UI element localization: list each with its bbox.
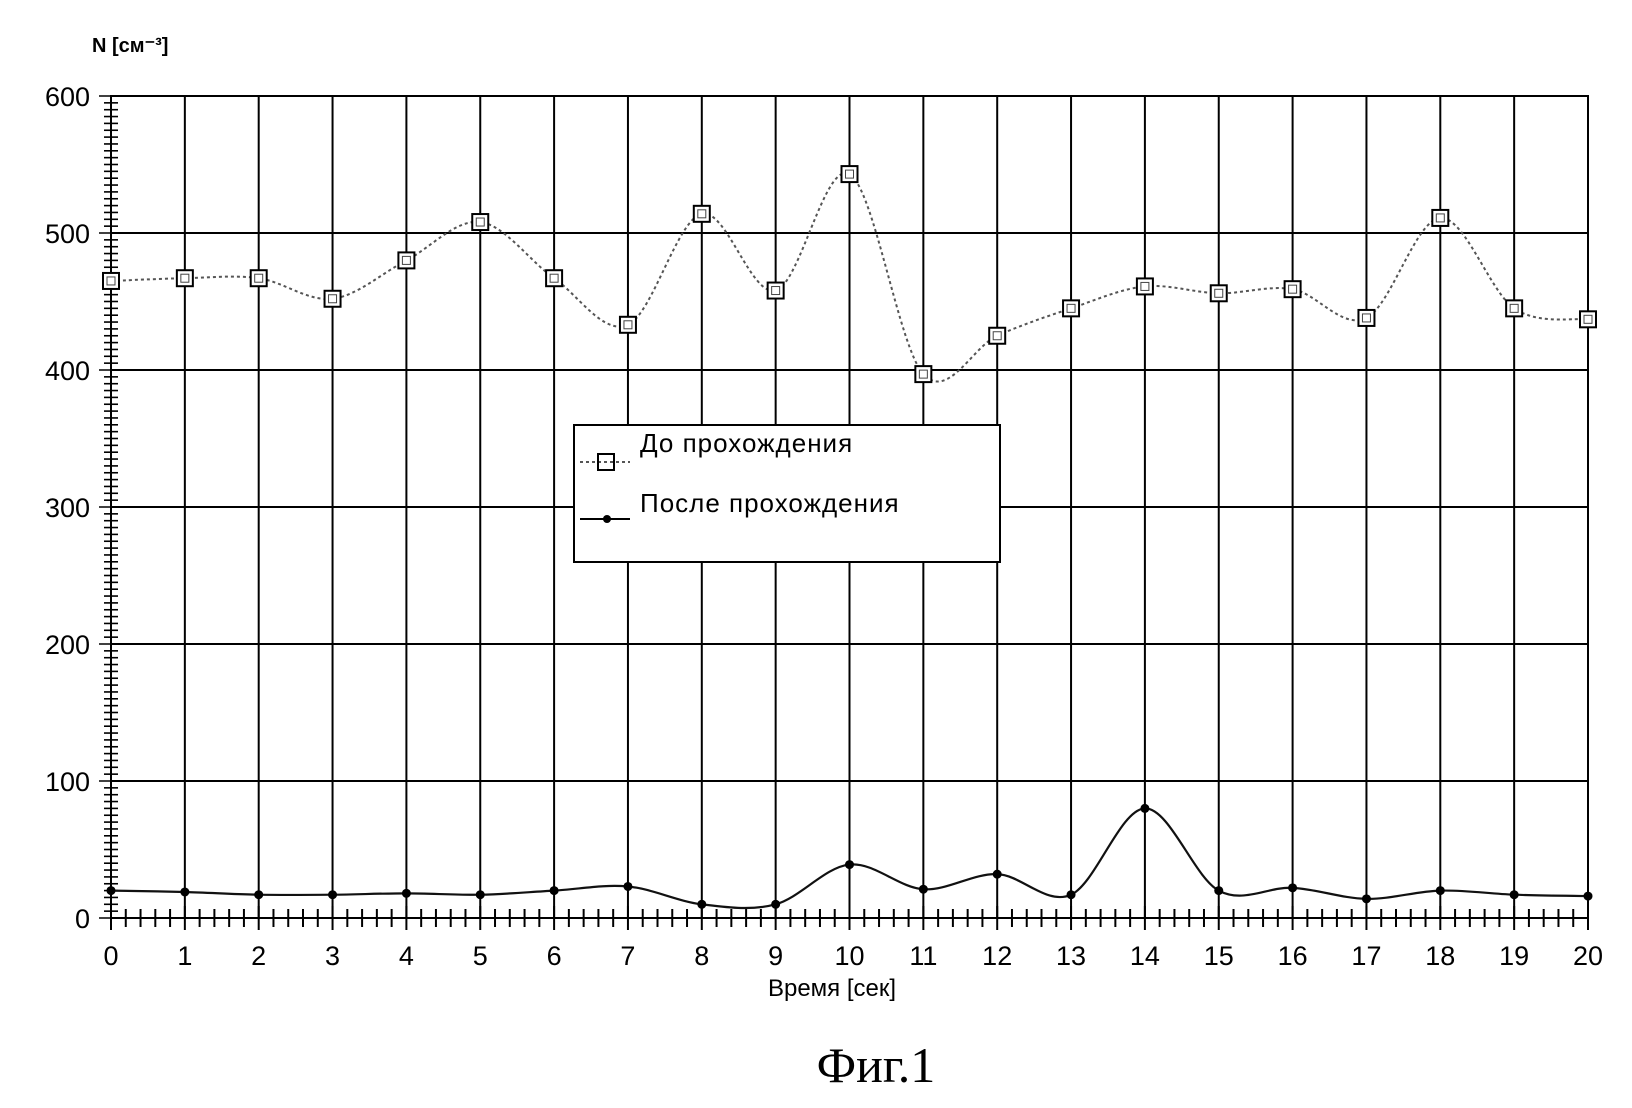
legend-label-after: После прохождения [640,488,900,518]
figure-caption: Фиг.1 [817,1037,936,1093]
point-before-19 [1506,300,1522,316]
x-tick-label-4: 4 [399,941,414,971]
x-tick-label-19: 19 [1499,941,1529,971]
point-after-8 [697,900,706,909]
point-after-3 [328,890,337,899]
point-after-2 [254,890,263,899]
x-tick-label-10: 10 [834,941,864,971]
x-tick-label-13: 13 [1056,941,1086,971]
point-before-17 [1358,310,1374,326]
y-axis-label: N [см⁻³] [92,35,168,57]
point-before-10 [842,166,858,182]
point-before-1 [177,270,193,286]
point-before-3 [325,291,341,307]
point-before-5 [472,214,488,230]
x-axis-label: Время [сек] [768,975,896,1002]
point-before-6 [546,270,562,286]
point-after-0 [107,886,116,895]
point-after-18 [1436,886,1445,895]
point-after-15 [1214,886,1223,895]
point-after-11 [919,885,928,894]
point-after-10 [845,860,854,869]
point-after-5 [476,890,485,899]
point-after-9 [771,900,780,909]
x-tick-label-12: 12 [982,941,1012,971]
y-tick-label-6: 600 [45,82,90,112]
point-before-8 [694,206,710,222]
x-tick-label-2: 2 [251,941,266,971]
x-tick-label-11: 11 [909,941,937,971]
point-before-9 [768,283,784,299]
point-before-12 [989,328,1005,344]
y-tick-label-0: 0 [75,904,90,934]
point-before-0 [103,273,119,289]
x-tick-label-14: 14 [1130,941,1160,971]
point-after-1 [180,887,189,896]
legend: До прохождения После прохождения [574,425,1000,562]
point-after-16 [1288,883,1297,892]
point-after-13 [1067,890,1076,899]
x-tick-label-9: 9 [768,941,783,971]
x-tick-label-1: 1 [177,941,192,971]
point-before-7 [620,317,636,333]
x-tick-label-20: 20 [1573,941,1603,971]
point-before-14 [1137,278,1153,294]
point-after-12 [993,870,1002,879]
point-after-4 [402,889,411,898]
y-tick-label-2: 200 [45,630,90,660]
x-tick-label-18: 18 [1425,941,1455,971]
point-before-4 [398,252,414,268]
x-tick-label-0: 0 [103,941,118,971]
point-after-7 [623,882,632,891]
x-tick-label-17: 17 [1351,941,1381,971]
x-tick-label-3: 3 [325,941,340,971]
y-tick-label-4: 400 [45,356,90,386]
point-after-14 [1140,804,1149,813]
legend-label-before: До прохождения [640,428,853,458]
y-tick-label-5: 500 [45,219,90,249]
x-tick-label-7: 7 [620,941,635,971]
point-after-19 [1510,890,1519,899]
point-before-18 [1432,210,1448,226]
point-after-6 [550,886,559,895]
point-before-13 [1063,300,1079,316]
y-tick-label-1: 100 [45,767,90,797]
x-tick-label-16: 16 [1278,941,1308,971]
point-after-17 [1362,894,1371,903]
point-before-20 [1580,311,1596,327]
y-tick-label-3: 300 [45,493,90,523]
x-tick-label-5: 5 [473,941,488,971]
y-tick-labels: 0 100 200 300 400 500 600 [45,82,90,934]
point-before-2 [251,270,267,286]
point-before-11 [915,366,931,382]
x-tick-label-8: 8 [694,941,709,971]
point-after-20 [1584,892,1593,901]
point-before-15 [1211,285,1227,301]
x-tick-label-6: 6 [547,941,562,971]
point-before-16 [1285,281,1301,297]
x-tick-labels: 01234567891011121314151617181920 [103,941,1603,971]
x-tick-label-15: 15 [1204,941,1234,971]
legend-marker-after [603,515,611,523]
